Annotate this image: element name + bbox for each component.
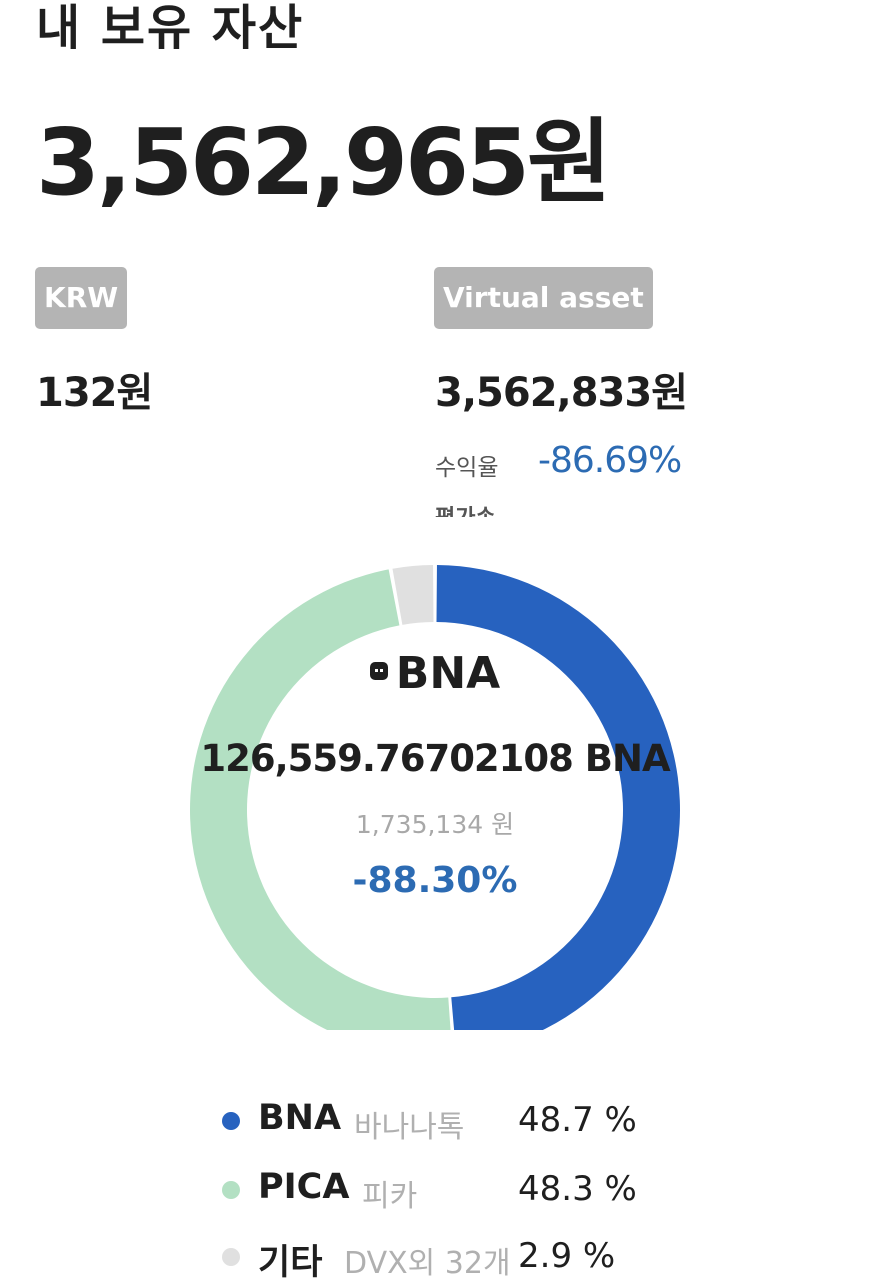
- yield-value: -86.69%: [538, 440, 682, 481]
- krw-tab[interactable]: KRW: [35, 267, 128, 329]
- legend-percent: 2.9 %: [518, 1236, 616, 1276]
- krw-amount: 132원: [36, 370, 153, 416]
- total-assets-amount: 3,562,965원: [36, 109, 612, 216]
- selected-coin-rate: -88.30%: [352, 860, 518, 901]
- virtual-asset-tab[interactable]: Virtual asset: [434, 267, 653, 329]
- legend-symbol: 기타: [258, 1243, 323, 1283]
- chat-bubble-icon: [369, 662, 388, 680]
- legend-name: 바나나톡: [354, 1110, 465, 1145]
- donut-slice-PICA[interactable]: [190, 569, 452, 1030]
- legend-dot: [222, 1181, 240, 1199]
- valuation-loss-label: 평가손: [435, 500, 496, 517]
- donut-slice-BNA[interactable]: [436, 565, 680, 1030]
- yield-label: 수익율: [435, 455, 499, 481]
- legend-dot: [222, 1248, 240, 1266]
- legend-percent: 48.7 %: [518, 1100, 637, 1140]
- selected-coin-krw-value: 1,735,134 원: [355, 810, 515, 839]
- selected-coin: BNA: [190, 648, 680, 699]
- legend-dot: [222, 1112, 240, 1130]
- legend-name: DVX외 32개: [344, 1246, 511, 1281]
- asset-donut-chart[interactable]: [190, 530, 690, 1030]
- legend-name: 피카: [362, 1179, 418, 1214]
- legend-symbol: BNA: [258, 1098, 342, 1138]
- legend-symbol: PICA: [258, 1167, 350, 1207]
- legend-percent: 48.3 %: [518, 1169, 637, 1209]
- page-title: 내 보유 자산: [36, 0, 305, 56]
- virtual-asset-amount: 3,562,833원: [435, 370, 688, 416]
- selected-coin-symbol: BNA: [395, 648, 501, 699]
- selected-coin-quantity: 126,559.76702108 BNA: [200, 737, 670, 780]
- donut-slice-기타[interactable]: [392, 565, 434, 625]
